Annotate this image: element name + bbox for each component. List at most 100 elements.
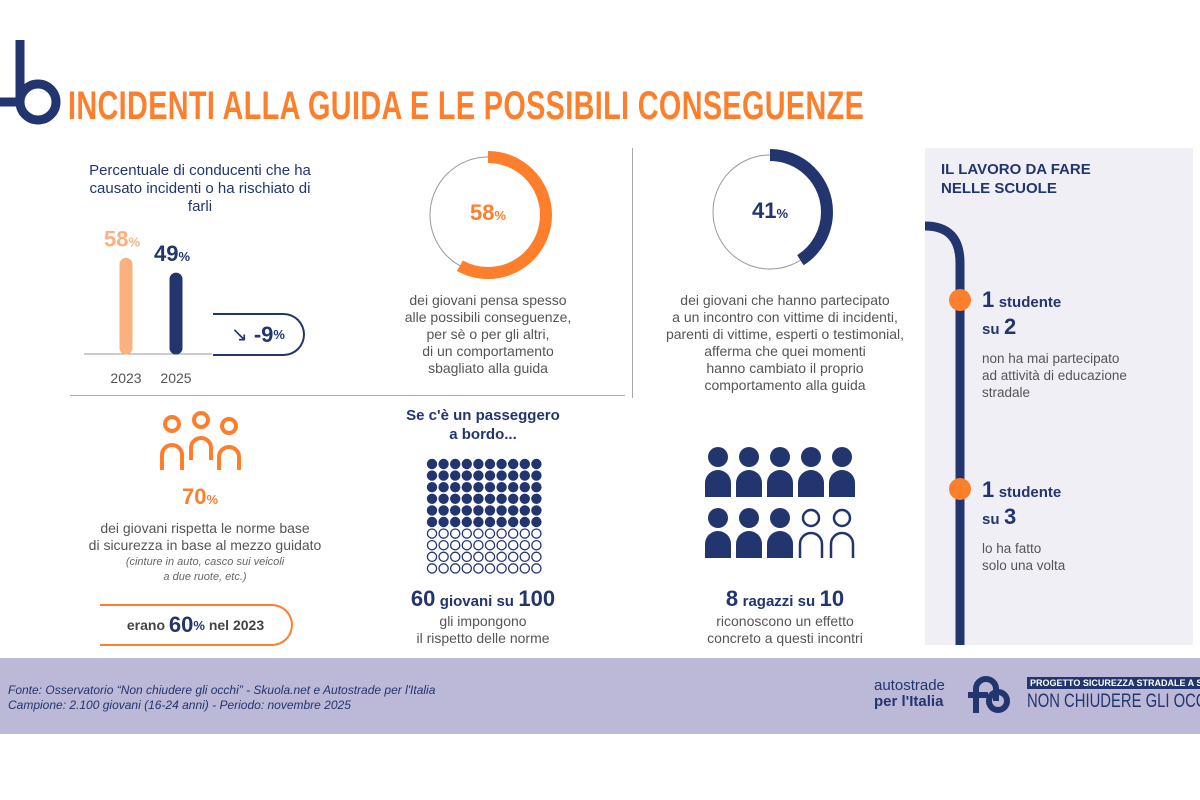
dot-empty — [496, 563, 507, 574]
dot-filled — [438, 493, 449, 504]
dot-empty — [519, 539, 531, 551]
person-body — [829, 531, 855, 558]
dot-filled — [473, 493, 484, 504]
dot-empty — [496, 551, 507, 563]
person-filled-icon — [705, 447, 731, 497]
dot-filled — [508, 458, 519, 470]
dot-filled — [450, 505, 461, 516]
person-head — [739, 447, 759, 467]
stat-word: studente — [998, 294, 1062, 311]
prev-unit: % — [193, 617, 205, 633]
dot-empty — [461, 551, 473, 563]
dot-filled — [473, 482, 484, 493]
stat-num: 1 — [982, 287, 995, 312]
stat-den: 10 — [819, 586, 845, 611]
donut-41-label: 41% — [700, 198, 840, 224]
dot-filled — [519, 482, 530, 493]
dot-filled — [450, 470, 461, 481]
prev-post: nel 2023 — [208, 617, 265, 633]
dot-filled — [484, 482, 496, 493]
text-line: di un comportamento — [422, 343, 554, 359]
dot-empty — [449, 551, 461, 563]
dot-filled — [450, 516, 461, 528]
dot-filled — [508, 482, 519, 493]
stat-den: 100 — [518, 586, 556, 611]
person-head — [801, 447, 821, 467]
dot-filled — [461, 470, 472, 481]
dot-empty — [507, 563, 519, 574]
bar-label: 49% — [154, 241, 190, 266]
dot-empty — [496, 539, 507, 551]
dot-empty — [519, 563, 531, 574]
dot-filled — [519, 516, 530, 528]
dot-filled — [438, 482, 449, 493]
autostrade-a-icon — [968, 676, 1010, 713]
footer-sample: Campione: 2.100 giovani (16-24 anni) - P… — [8, 698, 351, 712]
dot-empty — [473, 539, 484, 551]
dot-filled — [426, 482, 438, 493]
person-body — [798, 470, 824, 497]
dot-empty — [426, 563, 438, 574]
person-filled-icon — [829, 447, 855, 497]
passenger-text: gli impongono il rispetto delle norme — [370, 613, 596, 647]
dot-filled — [496, 458, 507, 470]
text-line: NELLE SCUOLE — [941, 180, 1057, 197]
dot-filled — [496, 482, 507, 493]
donut-41 — [707, 149, 833, 275]
text-line: parenti di vittime, esperti o testimonia… — [665, 326, 905, 342]
change-unit: % — [273, 327, 285, 342]
text-line: IL LAVORO DA FARE — [941, 161, 1091, 178]
norms-number: 70 — [181, 484, 207, 509]
text-line: per sè o per gli altri, — [426, 326, 550, 342]
text-line: a un incontro con vittime di incidenti, — [672, 309, 898, 325]
dot-filled — [461, 505, 472, 516]
schools-panel — [925, 148, 1193, 645]
dot-filled — [438, 470, 449, 481]
dot-empty — [449, 539, 461, 551]
stat-den: 2 — [1003, 314, 1017, 339]
person-head — [770, 508, 790, 528]
stat-su: su — [982, 511, 1000, 528]
stat-su: su — [982, 321, 1000, 338]
dot-empty — [473, 551, 484, 563]
text-line: a due ruote, etc.) — [163, 571, 247, 583]
dot-filled — [531, 516, 542, 528]
dot-empty — [531, 528, 542, 539]
person-body — [829, 470, 855, 497]
dot-empty — [484, 528, 496, 539]
dot-empty — [507, 551, 519, 563]
dot-filled — [426, 493, 438, 504]
person-head — [708, 447, 728, 467]
person-filled-icon — [767, 447, 793, 497]
dot-filled — [519, 458, 530, 470]
dot-filled — [531, 458, 542, 470]
dot-filled — [438, 516, 449, 528]
dot-empty — [531, 563, 542, 574]
divider-horizontal — [70, 395, 625, 396]
dot-empty — [531, 551, 542, 563]
dot-filled — [531, 470, 542, 481]
dot-filled — [531, 505, 542, 516]
dot-empty — [461, 563, 473, 574]
text-line: dei giovani che hanno partecipato — [680, 292, 890, 308]
schools-item: 1 studente su 2 non ha mai partecipato ad a… — [982, 288, 1127, 401]
person-head — [770, 447, 790, 467]
person-head — [832, 447, 852, 467]
dot-filled — [426, 505, 438, 516]
dot-filled — [508, 516, 519, 528]
passenger-heading: Se c'è un passeggero a bordo... — [383, 406, 583, 444]
dot-filled — [519, 505, 530, 516]
dot-empty — [484, 563, 496, 574]
divider-vertical — [632, 148, 633, 398]
dot-filled — [508, 505, 519, 516]
text-line: (cinture in auto, casco sui veicoli — [125, 556, 285, 568]
dot-filled — [473, 470, 484, 481]
brand-line1: autostrade — [874, 677, 945, 694]
project-label: PROGETTO SICUREZZA STRADALE A SCUOLA — [1027, 677, 1200, 689]
dot-filled — [496, 516, 507, 528]
brand-line2: per l'Italia — [874, 693, 944, 710]
dot-filled — [484, 505, 496, 516]
text-line: hanno cambiato il proprio — [706, 360, 864, 376]
norms-text: dei giovani rispetta le norme base di sic… — [40, 520, 370, 554]
person-head — [708, 508, 728, 528]
